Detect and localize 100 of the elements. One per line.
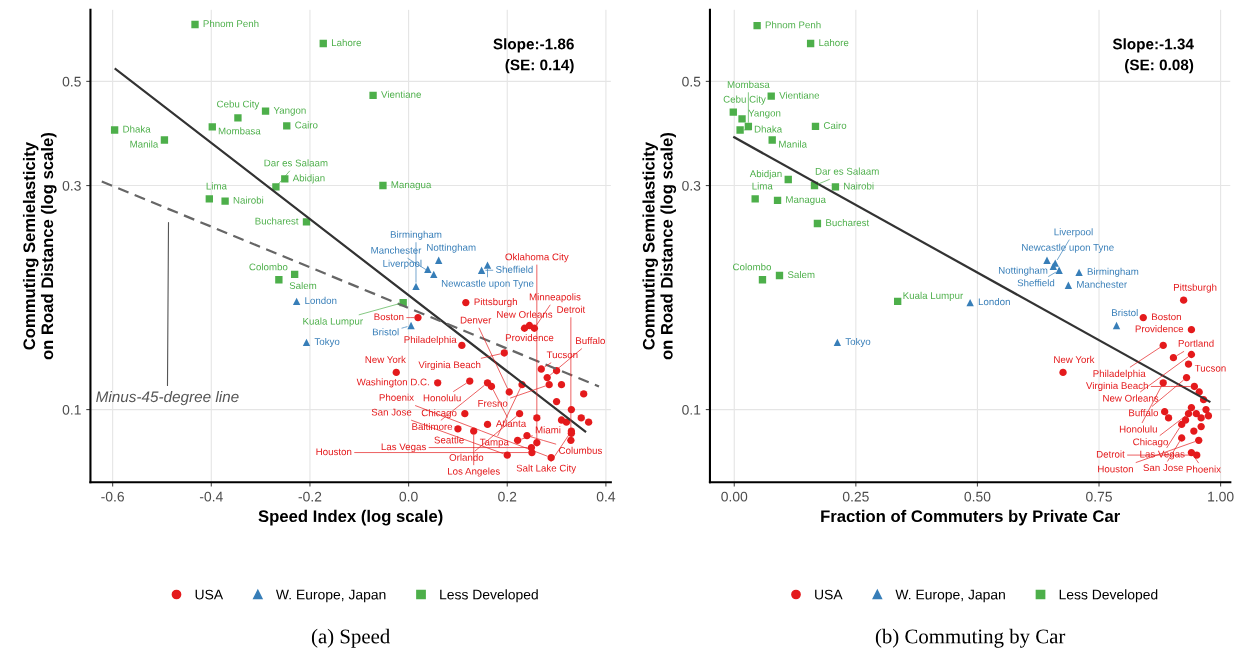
data-label: Oklahoma City (505, 253, 569, 263)
point (1164, 414, 1173, 422)
point (1187, 325, 1196, 334)
point (736, 126, 744, 134)
data-label: Miami (535, 426, 561, 434)
x-tick-label: -0.6 (101, 491, 124, 502)
point (466, 377, 474, 385)
legend-label: USA (815, 589, 843, 600)
data-label: Vientiane (779, 91, 820, 99)
data-label: Dhaka (754, 125, 783, 133)
data-label: New Orleans (1103, 394, 1159, 402)
data-label: Dar es Salaam (815, 167, 879, 175)
data-label: Philadelphia (1093, 369, 1146, 379)
data-label: Managua (391, 181, 432, 191)
point (1139, 313, 1147, 322)
point (283, 122, 291, 130)
data-label: Liverpool (1054, 228, 1093, 238)
legend-label: W. Europe, Japan (895, 589, 1005, 603)
data-label: Tokyo (845, 337, 871, 347)
data-label: Manila (130, 140, 159, 148)
point (1159, 379, 1167, 387)
point (369, 91, 377, 99)
point (1197, 422, 1205, 431)
data-label: San Jose (1143, 464, 1184, 472)
point (833, 338, 842, 347)
point (1182, 373, 1191, 382)
point (462, 298, 470, 307)
data-label: Providence (505, 334, 554, 342)
data-label: Houston (316, 448, 352, 456)
point (1192, 410, 1200, 418)
point (1043, 256, 1051, 264)
point (1159, 341, 1167, 350)
data-label: Columbus (559, 446, 602, 454)
data-label: Atlanta (495, 419, 527, 427)
x-tick-label: 0.0 (399, 491, 418, 502)
data-label: Boston (1152, 313, 1181, 321)
legend-label: W. Europe, Japan (275, 589, 386, 603)
point (767, 92, 775, 100)
x-tick-label: 0.00 (721, 491, 748, 502)
data-label: Lima (752, 182, 773, 190)
point (500, 349, 508, 357)
data-label: Pittsburgh (1173, 283, 1217, 293)
point (751, 195, 759, 203)
point (1190, 427, 1198, 435)
data-label: Buffalo (1129, 409, 1159, 417)
point (584, 418, 593, 426)
point (483, 420, 492, 429)
data-label: Kuala Lumpur (903, 291, 964, 301)
data-label: Kuala Lumpur (303, 317, 363, 327)
x-tick-label: 0.25 (842, 491, 869, 502)
point (1184, 360, 1193, 368)
data-label: Birmingham (390, 230, 442, 240)
point (392, 368, 400, 377)
data-label: Las Vegas (1140, 450, 1185, 460)
point (1204, 412, 1213, 420)
data-label: Detroit (1096, 450, 1125, 458)
point (831, 183, 840, 191)
data-label: Dhaka (123, 125, 151, 133)
point (537, 365, 545, 373)
data-label: Vientiane (381, 90, 421, 98)
data-label: Newcastle upon Tyne (441, 279, 534, 289)
y-tick-label: 0.3 (62, 180, 81, 191)
point (784, 175, 792, 184)
data-label: Seattle (434, 436, 464, 444)
data-label: Salem (787, 270, 815, 279)
point (458, 341, 466, 350)
data-label: Detroit (557, 305, 586, 313)
data-label: Dar es Salaam (264, 159, 328, 167)
x-tick-label: 0.50 (964, 491, 991, 502)
point (1184, 410, 1193, 418)
point (533, 439, 541, 447)
data-label: Tucson (546, 351, 578, 359)
point (894, 297, 902, 306)
point (1055, 266, 1063, 274)
data-label: Sheffield (1017, 279, 1055, 287)
point (577, 414, 585, 422)
point (234, 114, 242, 122)
data-label: Portland (1178, 339, 1214, 347)
annotation: Slope:-1.86 (SE: 0.14) (493, 38, 574, 74)
point (515, 410, 524, 418)
point (487, 382, 496, 391)
point (1161, 407, 1169, 416)
point (290, 270, 299, 279)
data-label: Nairobi (844, 182, 874, 190)
y-tick-label: 0.3 (682, 180, 701, 191)
data-label: Salem (289, 281, 317, 290)
data-label: Colombo (733, 263, 772, 271)
point (580, 390, 588, 398)
data-label: London (978, 298, 1010, 306)
point (208, 123, 216, 131)
point (729, 108, 737, 116)
data-label: Providence (1135, 325, 1184, 333)
point (738, 115, 746, 123)
y-axis-title: Commuting Semielasticity on Road Distance (log scale) (22, 133, 57, 360)
point (319, 39, 327, 48)
text: (b) Commuting by Car (875, 628, 1066, 648)
data-label: Cebu City (217, 100, 260, 110)
data-label: Pittsburgh (474, 298, 517, 308)
point (1179, 296, 1188, 304)
point (753, 22, 761, 30)
